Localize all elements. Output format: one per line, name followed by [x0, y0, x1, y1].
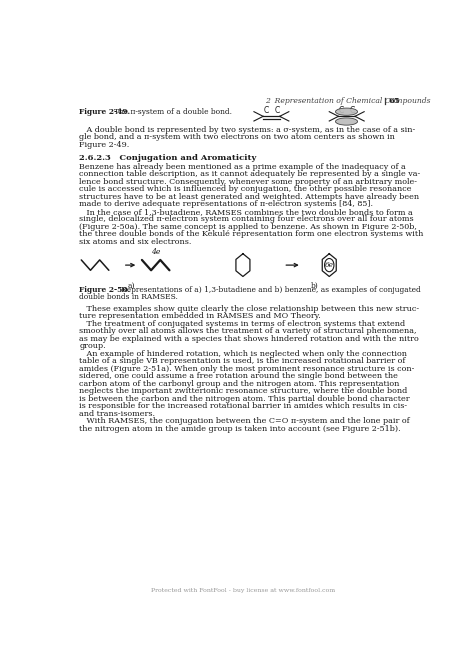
Text: 4e: 4e — [151, 248, 160, 256]
Text: made to derive adequate representations of π-electron systems [84, 85].: made to derive adequate representations … — [80, 200, 374, 208]
Text: Protected with FontFool - buy license at www.fontfool.com: Protected with FontFool - buy license at… — [151, 588, 335, 593]
Text: C: C — [339, 106, 344, 115]
Text: The π-system of a double bond.: The π-system of a double bond. — [114, 108, 232, 116]
Text: gle bond, and a π-system with two electrons on two atom centers as shown in: gle bond, and a π-system with two electr… — [80, 133, 395, 141]
Text: C: C — [274, 106, 279, 115]
Text: lence bond structure. Consequently, whenever some property of an arbitrary mole-: lence bond structure. Consequently, when… — [80, 178, 418, 186]
Text: An example of hindered rotation, which is neglected when only the connection: An example of hindered rotation, which i… — [80, 350, 408, 358]
Text: cule is accessed which is influenced by conjugation, the other possible resonanc: cule is accessed which is influenced by … — [80, 185, 412, 194]
Text: single, delocalized π-electron system containing four electrons over all four at: single, delocalized π-electron system co… — [80, 216, 414, 223]
Text: smoothly over all atoms allows the treatment of a variety of structural phenomen: smoothly over all atoms allows the treat… — [80, 327, 417, 335]
Text: Figure 2-49.: Figure 2-49. — [80, 140, 130, 149]
Text: connection table description, as it cannot adequately be represented by a single: connection table description, as it cann… — [80, 171, 421, 178]
Text: group.: group. — [80, 343, 106, 351]
Text: is between the carbon and the nitrogen atom. This partial double bond character: is between the carbon and the nitrogen a… — [80, 395, 410, 403]
Ellipse shape — [336, 118, 357, 125]
Text: the nitrogen atom in the amide group is taken into account (see Figure 2-51b).: the nitrogen atom in the amide group is … — [80, 425, 401, 433]
Text: the three double bonds of the Kekulé representation form one electron systems wi: the three double bonds of the Kekulé rep… — [80, 230, 424, 239]
Text: ture representation embedded in RAMSES and MO Theory.: ture representation embedded in RAMSES a… — [80, 312, 321, 321]
Text: Representations of a) 1,3-butadiene and b) benzene, as examples of conjugated: Representations of a) 1,3-butadiene and … — [114, 286, 421, 294]
Text: 65: 65 — [388, 97, 400, 106]
Text: Figure 2-50.: Figure 2-50. — [80, 286, 131, 294]
Ellipse shape — [336, 108, 357, 116]
Text: neglects the important zwitterionic resonance structure, where the double bond: neglects the important zwitterionic reso… — [80, 388, 408, 396]
Text: In the case of 1,3-butadiene, RAMSES combines the two double bonds to form a: In the case of 1,3-butadiene, RAMSES com… — [80, 208, 413, 216]
Text: a): a) — [127, 282, 135, 290]
Text: 2.6.2.3   Conjugation and Aromaticity: 2.6.2.3 Conjugation and Aromaticity — [80, 155, 257, 163]
Text: double bonds in RAMSES.: double bonds in RAMSES. — [80, 293, 178, 301]
Text: six atoms and six electrons.: six atoms and six electrons. — [80, 238, 192, 246]
Text: structures have to be at least generated and weighted. Attempts have already bee: structures have to be at least generated… — [80, 193, 419, 201]
Text: sidered, one could assume a free rotation around the single bond between the: sidered, one could assume a free rotatio… — [80, 372, 398, 380]
Text: as may be explained with a species that shows hindered rotation and with the nit: as may be explained with a species that … — [80, 335, 419, 343]
Text: A double bond is represented by two systems: a σ-system, as in the case of a sin: A double bond is represented by two syst… — [80, 126, 416, 134]
Text: (Figure 2-50a). The same concept is applied to benzene. As shown in Figure 2-50b: (Figure 2-50a). The same concept is appl… — [80, 223, 417, 231]
Text: is responsible for the increased rotational barrier in amides which results in c: is responsible for the increased rotatio… — [80, 403, 408, 411]
Text: Figure 2-49.: Figure 2-49. — [80, 108, 130, 116]
Text: 6e: 6e — [325, 261, 334, 269]
Text: C: C — [349, 106, 355, 115]
Text: table of a single VB representation is used, is the increased rotational barrier: table of a single VB representation is u… — [80, 358, 406, 366]
Text: amides (Figure 2-51a). When only the most prominent resonance structure is con-: amides (Figure 2-51a). When only the mos… — [80, 365, 415, 373]
Text: C: C — [264, 106, 269, 115]
Text: 2  Representation of Chemical Compounds: 2 Representation of Chemical Compounds — [265, 97, 430, 106]
Text: The treatment of conjugated systems in terms of electron systems that extend: The treatment of conjugated systems in t… — [80, 320, 406, 328]
Text: carbon atom of the carbonyl group and the nitrogen atom. This representation: carbon atom of the carbonyl group and th… — [80, 380, 400, 388]
Text: Benzene has already been mentioned as a prime example of the inadequacy of a: Benzene has already been mentioned as a … — [80, 163, 406, 171]
Text: With RAMSES, the conjugation between the C=O π-system and the lone pair of: With RAMSES, the conjugation between the… — [80, 417, 410, 425]
Text: b): b) — [310, 282, 319, 290]
Text: and trans-isomers.: and trans-isomers. — [80, 410, 155, 418]
Text: These examples show quite clearly the close relationship between this new struc-: These examples show quite clearly the cl… — [80, 305, 419, 313]
